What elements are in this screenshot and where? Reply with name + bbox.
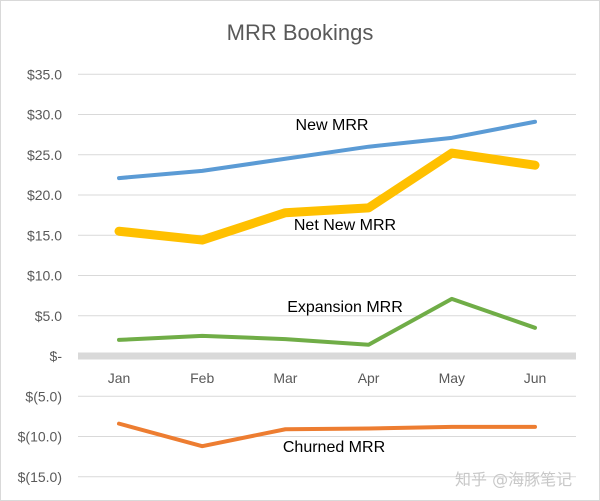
x-tick-label: Apr (358, 370, 380, 386)
net-new-mrr-label: Net New MRR (294, 217, 396, 234)
new-mrr-label: New MRR (296, 117, 369, 134)
x-tick-label: Feb (190, 370, 214, 386)
x-tick-label: Mar (273, 370, 297, 386)
y-tick-label: $(10.0) (18, 429, 62, 445)
y-tick-label: $10.0 (27, 268, 62, 284)
zero-axis-band (78, 352, 576, 360)
y-tick-label: $5.0 (35, 308, 62, 324)
x-tick-label: May (439, 370, 465, 386)
y-tick-label: $15.0 (27, 227, 62, 243)
series-labels: New MRR Net New MRR Expansion MRR Churned M… (283, 117, 403, 456)
y-tick-label: $(15.0) (18, 469, 62, 485)
y-tick-label: $35.0 (27, 66, 62, 82)
y-tick-label: $30.0 (27, 107, 62, 123)
x-tick-label: Jan (108, 370, 131, 386)
y-tick-label: $(5.0) (25, 388, 62, 404)
y-tick-label: $25.0 (27, 147, 62, 163)
gridlines (78, 73, 576, 478)
new-mrr-line (117, 119, 537, 181)
y-tick-label: $- (50, 348, 63, 364)
chart-title: MRR Bookings (226, 20, 374, 45)
watermark: 知乎 @海豚笔记 (455, 470, 572, 489)
x-tick-label: Jun (524, 370, 547, 386)
churned-mrr-line (117, 421, 537, 449)
expansion-mrr-line (117, 296, 537, 347)
x-axis-labels: Jan Feb Mar Apr May Jun (108, 370, 547, 386)
y-tick-label: $20.0 (27, 187, 62, 203)
y-axis-labels: $35.0 $30.0 $25.0 $20.0 $15.0 $10.0 $5.0 $- $(5.… (18, 66, 63, 485)
series-lines (114, 119, 540, 449)
churned-mrr-label: Churned MRR (283, 439, 385, 456)
expansion-mrr-label: Expansion MRR (287, 299, 403, 316)
net-new-mrr-line (114, 148, 540, 245)
